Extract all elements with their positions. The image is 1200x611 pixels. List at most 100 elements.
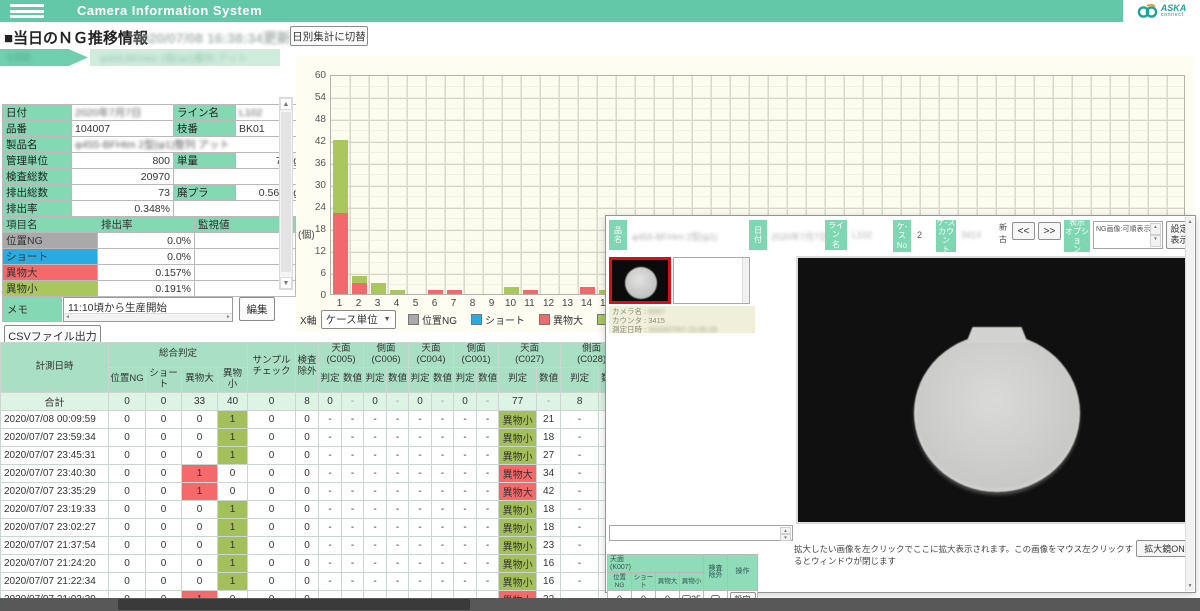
sub-header-cell: ショート	[631, 572, 656, 591]
product-name-label: 品 名	[609, 220, 627, 250]
spin-up-icon[interactable]: ▲	[780, 527, 791, 534]
thumbnail-list-box[interactable]	[673, 257, 750, 304]
sample-check-value: 0	[247, 463, 297, 483]
cell: -	[560, 517, 600, 537]
cell: -	[341, 409, 365, 429]
spin-down-icon[interactable]: ▼	[780, 534, 791, 541]
scrollbar-thumb[interactable]	[281, 112, 291, 272]
scroll-up-icon[interactable]: ▲	[280, 98, 292, 110]
cell: -	[431, 463, 455, 483]
hamburger-menu-icon[interactable]	[10, 4, 44, 18]
legend-swatch	[539, 314, 550, 325]
tab-product[interactable]: φ455-BFHtm 2型(φ1)整列 アット	[90, 49, 280, 66]
spinner[interactable]: ▲ ▼	[780, 527, 791, 541]
camera-value: 21	[536, 409, 562, 429]
row-value: L102	[235, 104, 306, 121]
table-row[interactable]: 2020/07/07 23:45:31 0 0 0 1 0 0- - - - - - - - 異物小 27-	[0, 445, 624, 465]
cell: -	[341, 571, 365, 591]
cell: -	[341, 463, 365, 483]
overlay-scrollbar[interactable]: ▲ ▼	[1185, 217, 1194, 591]
gridline	[1148, 76, 1149, 294]
cell: -	[341, 535, 365, 555]
csv-export-button[interactable]: CSVファイル出力	[4, 325, 101, 346]
y-axis-tick: 54	[314, 92, 326, 103]
scrollbar-thumb[interactable]	[118, 599, 470, 610]
left-panel-scrollbar[interactable]: ▲ ▼	[279, 97, 293, 290]
chevron-down-icon: ▼	[383, 316, 391, 323]
ng-category-label: 異物大	[2, 264, 98, 281]
camera-group-header: 側面 (C006)	[363, 342, 410, 368]
bar-segment-異物大	[447, 290, 462, 294]
cell: -	[386, 463, 410, 483]
scroll-down-icon[interactable]: ▼	[1187, 583, 1193, 589]
gridline	[692, 76, 693, 294]
judgment-count: 1	[216, 427, 249, 447]
memo-scrollbar[interactable]: ◄ ►	[64, 313, 232, 321]
pair-column-header: 判定	[363, 366, 388, 393]
exclude-header-cell: 検査 除外	[703, 554, 728, 591]
table-row[interactable]: 2020/07/07 23:35:29 0 0 1 0 0 0- - - - - - - - 異物大 42-	[0, 481, 624, 501]
cell: -	[431, 535, 455, 555]
ng-thumbnail-selected[interactable]	[609, 257, 671, 304]
camera-judgment: 異物小	[498, 553, 538, 573]
cell: -	[476, 481, 500, 501]
x-axis-tick: 9	[488, 298, 495, 309]
row-value: 104007	[71, 120, 174, 137]
spinner[interactable]: ▲ ▼	[1150, 223, 1161, 247]
table-row[interactable]: 2020/07/07 23:19:33 0 0 0 1 0 0- - - - - - - - 異物小 18-	[0, 499, 624, 519]
row-label: 日付	[2, 104, 72, 121]
table-row: 異物小 0.191%	[2, 280, 296, 297]
gridline	[787, 76, 788, 294]
cell: -	[386, 391, 410, 411]
memo-edit-button[interactable]: 編集	[239, 297, 275, 321]
spin-down-icon[interactable]: ▼	[1150, 235, 1161, 247]
table-row: 管理単位800単量7.8[g]	[2, 152, 306, 169]
prev-image-button[interactable]: <<	[1012, 222, 1035, 240]
cell: 0	[318, 391, 343, 411]
scroll-left-icon[interactable]: ◄	[65, 314, 70, 320]
spin-up-icon[interactable]: ▲	[1150, 223, 1161, 235]
display-option-select[interactable]: NG画像:可順表示 ▲ ▼	[1093, 221, 1163, 249]
cell: -	[476, 589, 500, 598]
judgment-count: 0	[181, 517, 218, 537]
table-row[interactable]: 2020/07/07 21:24:20 0 0 0 1 0 0- - - - - - - - 異物小 16-	[0, 553, 624, 573]
ng-item-rate-table: 項目名 排出率 監視値 位置NG 0.0% ショート 0.0% 異物大 0.157% 異物小 0.1…	[2, 216, 296, 297]
next-image-button[interactable]: >>	[1038, 222, 1061, 240]
scroll-right-icon[interactable]: ►	[226, 314, 231, 320]
image-select-combobox[interactable]: ▲ ▼	[609, 525, 793, 541]
magnify-hint-text: 拡大したい画像を左クリックでここに拡大表示されます。この画像をマウス左クリックす…	[794, 544, 1134, 566]
cell: -	[408, 535, 433, 555]
sub-header-cell: 異物小	[679, 572, 704, 591]
list-scrollbar[interactable]	[742, 258, 749, 303]
tab-line[interactable]: L102	[0, 49, 88, 66]
table-row[interactable]: 2020/07/07 21:22:34 0 0 0 1 0 0- - - - - - - - 異物小 16-	[0, 571, 624, 591]
cell: -	[453, 445, 478, 465]
bar-segment-異物大	[333, 213, 348, 294]
x-axis-tick: 3	[374, 298, 381, 309]
redacted-text: L102	[239, 106, 263, 119]
table-row[interactable]: 2020/07/07 23:02:27 0 0 0 1 0 0- - - - - - - - 異物小 18-	[0, 517, 624, 537]
gridline	[407, 76, 408, 294]
table-horizontal-scrollbar[interactable]	[0, 598, 1200, 611]
switch-daily-summary-button[interactable]: 日別集計に切替	[290, 26, 368, 46]
camera-judgment: 異物大	[498, 481, 538, 501]
camera-value: 42	[536, 481, 562, 501]
case-count-value: 3414	[961, 230, 982, 240]
measurement-time: 2020/07/07 23:35:29	[0, 481, 109, 501]
product-disc-image	[625, 267, 657, 299]
scroll-down-icon[interactable]: ▼	[280, 277, 292, 289]
ng-image-large-view[interactable]	[796, 256, 1187, 524]
table-row[interactable]: 2020/07/08 00:09:59 0 0 0 1 0 0- - - - - - - - 異物小 21-	[0, 409, 624, 429]
gridline	[464, 76, 465, 294]
scroll-up-icon[interactable]: ▲	[1187, 219, 1193, 225]
camera-info-line: カメラ名 : 6067	[612, 307, 752, 316]
x-unit-select[interactable]: ケース単位 ▼	[320, 310, 396, 329]
table-row[interactable]: 2020/07/07 23:40:30 0 0 1 0 0 0- - - - - - - - 異物大 34-	[0, 463, 624, 483]
table-row[interactable]: 2020/07/07 21:37:54 0 0 0 1 0 0- - - - - - - - 異物小 23-	[0, 535, 624, 555]
judgment-count: 0	[181, 553, 218, 573]
cell: -	[476, 463, 500, 483]
table-row[interactable]: 2020/07/07 23:59:34 0 0 0 1 0 0- - - - - - - - 異物小 18-	[0, 427, 624, 447]
cell: -	[386, 427, 410, 447]
memo-textarea[interactable]: 11:10頃から生産開始 ◄ ►	[63, 297, 233, 322]
